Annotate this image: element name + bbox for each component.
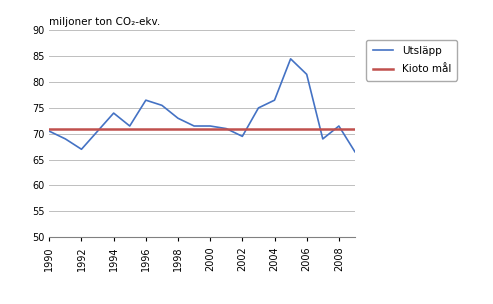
Utsläpp	[223, 127, 229, 130]
Utsläpp	[191, 124, 197, 128]
Utsläpp	[287, 57, 293, 60]
Utsläpp	[143, 98, 149, 102]
Utsläpp	[352, 150, 358, 154]
Utsläpp	[336, 124, 342, 128]
Utsläpp	[240, 134, 246, 138]
Line: Utsläpp: Utsläpp	[49, 59, 355, 152]
Utsläpp	[255, 106, 261, 110]
Text: miljoner ton CO₂-ekv.: miljoner ton CO₂-ekv.	[49, 17, 161, 27]
Utsläpp	[78, 147, 84, 151]
Utsläpp	[111, 111, 117, 115]
Utsläpp	[63, 137, 69, 141]
Utsläpp	[207, 124, 213, 128]
Utsläpp	[272, 98, 278, 102]
Utsläpp	[320, 137, 326, 141]
Utsläpp	[175, 116, 181, 120]
Utsläpp	[46, 130, 52, 133]
Utsläpp	[95, 130, 101, 133]
Utsläpp	[159, 103, 165, 107]
Legend: Utsläpp, Kioto mål: Utsläpp, Kioto mål	[366, 40, 458, 81]
Utsläpp	[127, 124, 133, 128]
Utsläpp	[304, 72, 310, 76]
